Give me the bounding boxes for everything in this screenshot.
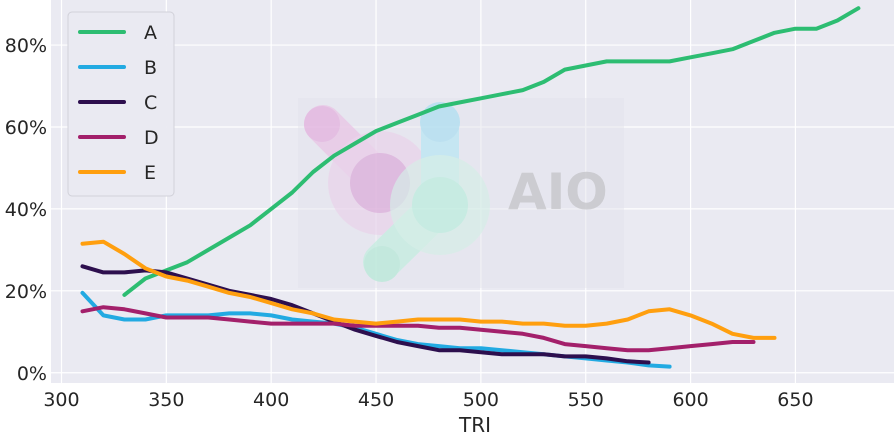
legend-label-e: E (144, 162, 156, 184)
y-tick-label: 20% (5, 281, 47, 303)
series-line-a (122, 6, 861, 297)
x-tick-label: 350 (148, 389, 184, 411)
legend-label-c: C (144, 92, 157, 114)
x-tick-label: 550 (568, 389, 604, 411)
legend-label-a: A (144, 22, 157, 44)
y-tick-label: 40% (5, 199, 47, 221)
series-line-c (80, 264, 651, 365)
x-tick-label: 450 (358, 389, 394, 411)
legend-label-b: B (144, 57, 157, 79)
y-tick-label: 0% (17, 363, 47, 385)
series-layer (80, 6, 861, 369)
x-axis-title: TRI (458, 413, 491, 434)
x-tick-label: 500 (463, 389, 499, 411)
x-tick-label: 400 (253, 389, 289, 411)
watermark: AIO (298, 98, 624, 288)
x-tick-label: 600 (672, 389, 708, 411)
series-line-d (80, 305, 756, 353)
tick-labels: 300 350 400 450 500 550 600 650 0% 20% 40% 60% 80% (5, 35, 814, 411)
legend-label-d: D (144, 127, 159, 149)
x-tick-label: 300 (43, 389, 79, 411)
series-line-e (80, 239, 777, 340)
y-tick-label: 60% (5, 117, 47, 139)
y-tick-label: 80% (5, 35, 47, 57)
x-tick-label: 650 (777, 389, 813, 411)
watermark-logo-text: AIO (508, 163, 608, 221)
